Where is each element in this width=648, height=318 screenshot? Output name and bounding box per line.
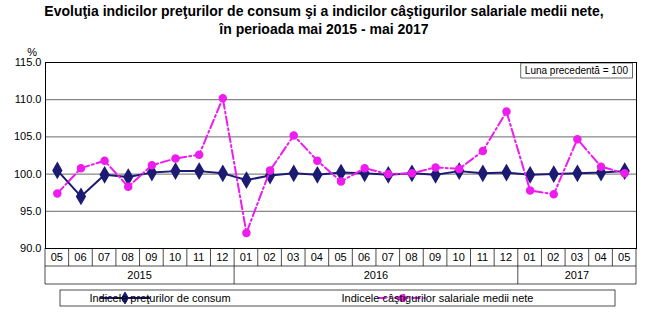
svg-text:Luna precedentă = 100: Luna precedentă = 100 — [525, 65, 629, 76]
svg-text:05: 05 — [618, 251, 630, 263]
svg-text:03: 03 — [571, 251, 583, 263]
svg-text:01: 01 — [240, 251, 252, 263]
svg-text:08: 08 — [122, 251, 134, 263]
svg-text:09: 09 — [145, 251, 157, 263]
svg-text:Indicele preţurilor de consum: Indicele preţurilor de consum — [89, 292, 230, 304]
svg-text:04: 04 — [594, 251, 606, 263]
svg-text:90.0: 90.0 — [20, 242, 41, 254]
svg-text:02: 02 — [263, 251, 275, 263]
svg-text:100.0: 100.0 — [14, 168, 42, 180]
svg-text:06: 06 — [74, 251, 86, 263]
svg-text:03: 03 — [287, 251, 299, 263]
html-text:Evoluţia indicilor preţurilor: Evoluţia indicilor preţurilor de consum … — [44, 3, 604, 19]
svg-text:%: % — [27, 46, 37, 58]
svg-text:2015: 2015 — [127, 269, 151, 281]
svg-text:12: 12 — [216, 251, 228, 263]
svg-text:09: 09 — [429, 251, 441, 263]
svg-text:12: 12 — [500, 251, 512, 263]
svg-text:11: 11 — [477, 251, 488, 263]
svg-text:06: 06 — [358, 251, 370, 263]
svg-text:10: 10 — [453, 251, 465, 263]
html-text:în perioada mai 2015 - mai 201: în perioada mai 2015 - mai 2017 — [219, 21, 429, 37]
svg-text:10: 10 — [169, 251, 181, 263]
svg-text:01: 01 — [523, 251, 535, 263]
svg-text:07: 07 — [382, 251, 394, 263]
svg-text:08: 08 — [405, 251, 417, 263]
svg-text:105.0: 105.0 — [14, 130, 42, 142]
svg-text:95.0: 95.0 — [20, 205, 41, 217]
svg-text:2016: 2016 — [364, 269, 388, 281]
svg-text:04: 04 — [311, 251, 323, 263]
svg-text:11: 11 — [193, 251, 204, 263]
svg-text:05: 05 — [334, 251, 346, 263]
svg-text:2017: 2017 — [565, 269, 589, 281]
svg-text:110.0: 110.0 — [15, 93, 42, 105]
svg-text:02: 02 — [547, 251, 559, 263]
svg-text:Indicele câştigurilor salarial: Indicele câştigurilor salariale medii ne… — [342, 292, 534, 304]
svg-text:07: 07 — [98, 251, 110, 263]
svg-text:05: 05 — [51, 251, 63, 263]
svg-text:115.0: 115.0 — [14, 56, 42, 68]
